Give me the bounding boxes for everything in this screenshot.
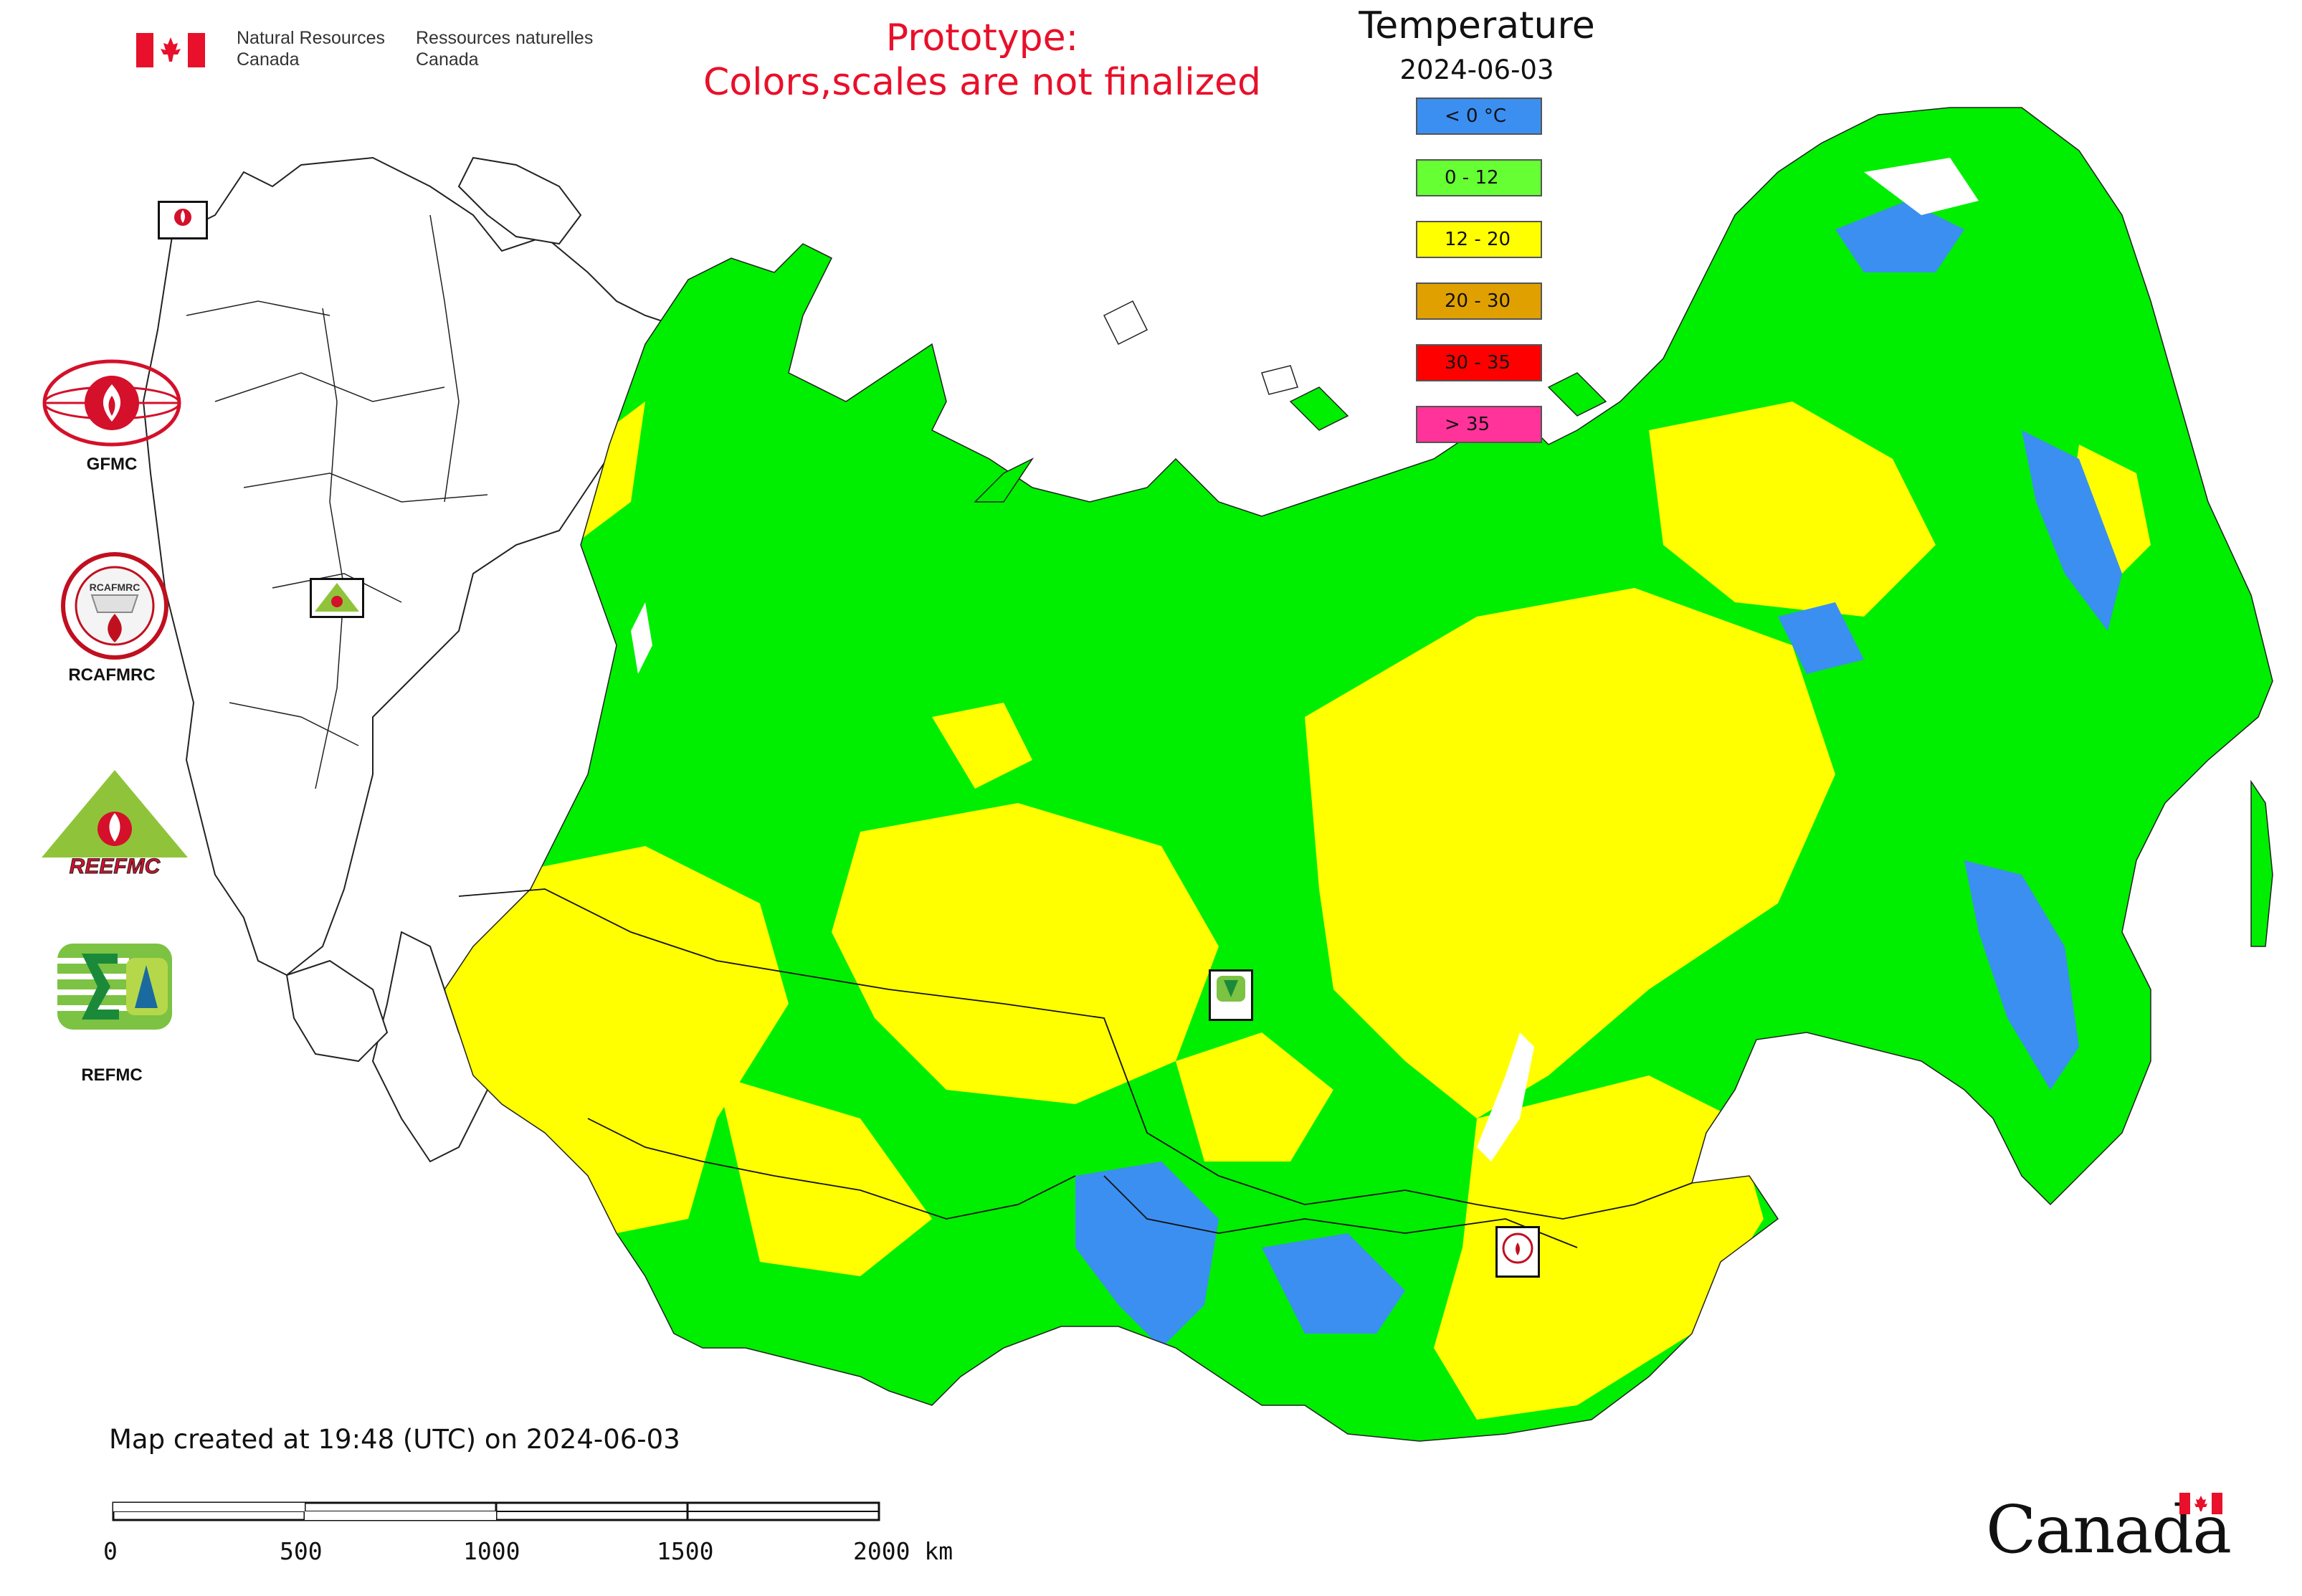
legend-class-above-35: > 35 [1416,406,1542,443]
legend-class-label: > 35 [1445,414,1490,435]
legend-class-12-20: 12 - 20 [1416,221,1542,258]
legend-class-label: 20 - 30 [1445,290,1511,312]
legend-title: Temperature [1359,4,1595,47]
refmc-marker-icon [1217,976,1245,1002]
svg-text:REEFMC: REEFMC [70,855,161,875]
europe-outline [142,156,690,1163]
legend-date: 2024-06-03 [1399,54,1554,85]
russia-outline [444,107,2273,1442]
nrcan-en-line2: Canada [237,49,300,70]
europe-internal-borders [186,214,488,789]
rcafmrc-logo: RCAFMRC [57,552,172,660]
canada-flag-icon [136,33,205,67]
refmc-label: REFMC [81,1065,143,1085]
legend-class-30-35: 30 - 35 [1416,344,1542,381]
sakhalin-outline [2250,779,2273,947]
gfmc-marker-icon [174,209,191,226]
scale-label-2000: 2000 km [853,1537,953,1565]
nrcan-en-line1: Natural Resources [237,28,386,48]
prototype-line1: Prototype: [885,16,1079,60]
temperature-field [444,108,2273,1441]
prototype-warning: Prototype: Colors,scales are not finaliz… [667,16,1298,105]
gfmc-map-marker[interactable] [158,201,208,239]
arctic-islands [974,372,1607,503]
country-borders [458,888,1693,1248]
scale-label-1500: 1500 [657,1537,714,1565]
canada-wordmark-flag-icon [2179,1493,2222,1514]
refmc-sigma-icon [57,944,172,1030]
rcafmrc-label: RCAFMRC [68,665,156,685]
legend-class-20-30: 20 - 30 [1416,282,1542,320]
refmc-map-marker[interactable] [1209,969,1253,1021]
prototype-line2: Colors,scales are not finalized [703,61,1262,104]
canada-wordmark-text: Canada [1986,1491,2232,1568]
scale-label-500: 500 [280,1537,323,1565]
reefmc-logo: REEFMC [36,767,194,879]
rcafmrc-seal-icon: RCAFMRC [61,552,168,660]
nrcan-fr-line1: Ressources naturelles [416,28,594,48]
reefmc-marker-icon [315,583,359,612]
nrcan-fr-line2: Canada [416,49,479,70]
gfmc-label: GFMC [86,455,138,474]
nrcan-name-french: Ressources naturelles Canada [416,27,593,70]
legend-class-0-12: 0 - 12 [1416,159,1542,196]
svg-text:RCAFMRC: RCAFMRC [90,581,141,593]
refmc-logo [57,944,172,1030]
canada-wordmark: Canada [1986,1491,2232,1570]
nrcan-name-english: Natural Resources Canada [237,27,385,70]
rcafmrc-map-marker[interactable] [1495,1226,1540,1278]
legend-class-label: 12 - 20 [1445,229,1511,250]
scale-label-1000: 1000 [463,1537,520,1565]
legend-class-label: 0 - 12 [1445,167,1499,189]
legend-class-below-0: < 0 °C [1416,98,1542,135]
legend-class-label: < 0 °C [1445,105,1507,127]
map-created-timestamp: Map created at 19:48 (UTC) on 2024-06-03 [109,1424,680,1455]
gfmc-fire-globe-icon [42,359,181,447]
reefmc-map-marker[interactable] [310,578,364,618]
rcafmrc-marker-icon [1502,1232,1533,1264]
scale-bar: 0 500 1000 1500 2000 km [100,1498,975,1570]
scale-label-0: 0 [103,1537,118,1565]
scale-bar-graphic [112,1501,880,1521]
reefmc-triangle-icon: REEFMC [42,770,188,879]
gfmc-logo [40,358,184,459]
nrcan-signature: Natural Resources Canada Ressources natu… [136,27,609,77]
legend-class-label: 30 - 35 [1445,352,1511,374]
svalbard-outline [1103,300,1298,395]
